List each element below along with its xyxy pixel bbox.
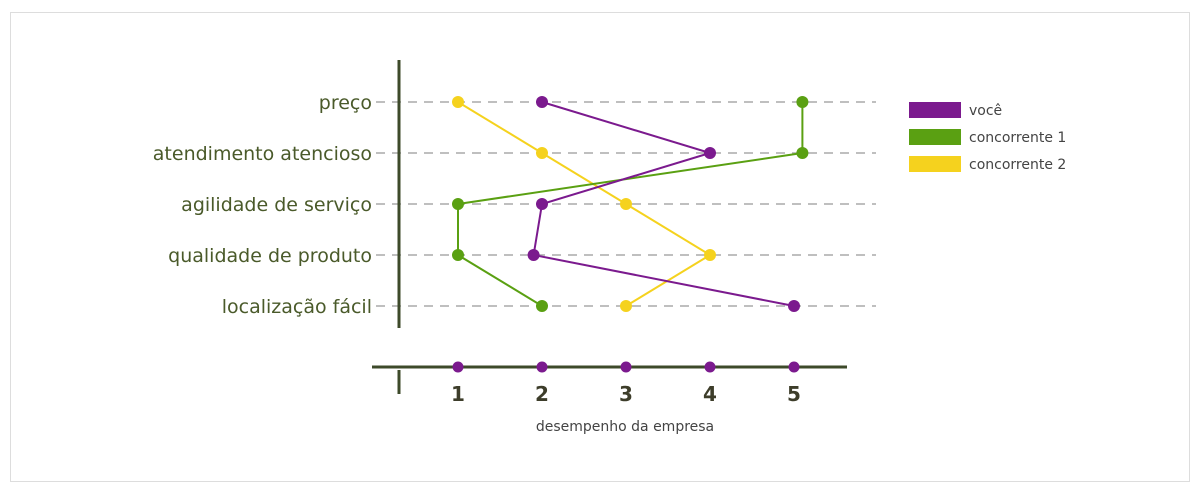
point-concorrente-2-qualidade-de-produto (704, 249, 716, 261)
point-voce-atendimento-atencioso (704, 147, 716, 159)
legend-swatch-concorrente-1 (909, 129, 961, 145)
point-voce-localizacao-facil (788, 300, 800, 312)
category-label-preco: preço (319, 92, 372, 114)
x-tick-label-4: 4 (703, 382, 717, 406)
legend-swatch-voce (909, 102, 961, 118)
axis-marker-5 (788, 361, 800, 373)
category-label-agilidade-de-servico: agilidade de serviço (181, 194, 372, 216)
point-concorrente-2-atendimento-atencioso (536, 147, 548, 159)
axes (372, 60, 847, 394)
labels: preço atendimento atencioso agilidade de s… (153, 92, 801, 435)
point-voce-agilidade-de-servico (536, 198, 548, 210)
point-voce-preco (536, 96, 548, 108)
x-axis-label: desempenho da empresa (536, 419, 714, 435)
chart-frame (10, 12, 1190, 482)
category-label-qualidade-de-produto: qualidade de produto (168, 245, 372, 267)
axis-marker-3 (620, 361, 632, 373)
point-concorrente-1-atendimento-atencioso (796, 147, 809, 159)
legend-label-concorrente-2: concorrente 2 (969, 157, 1066, 173)
point-concorrente-1-agilidade-de-servico (452, 198, 464, 210)
legend: você concorrente 1 concorrente 2 (909, 102, 1066, 173)
axis-marker-2 (536, 361, 548, 373)
legend-label-concorrente-1: concorrente 1 (969, 130, 1066, 146)
point-concorrente-1-localizacao-facil (536, 300, 548, 312)
point-concorrente-2-agilidade-de-servico (620, 198, 632, 210)
point-voce-qualidade-de-produto (527, 249, 540, 261)
point-concorrente-2-localizacao-facil (620, 300, 632, 312)
axis-marker-4 (704, 361, 716, 373)
x-tick-label-5: 5 (787, 382, 801, 406)
point-concorrente-1-preco (796, 96, 809, 108)
axis-marker-1 (452, 361, 464, 373)
legend-label-voce: você (969, 103, 1002, 119)
point-concorrente-2-preco (452, 96, 464, 108)
x-tick-label-3: 3 (619, 382, 633, 406)
point-concorrente-1-qualidade-de-produto (452, 249, 464, 261)
legend-swatch-concorrente-2 (909, 156, 961, 172)
x-tick-label-2: 2 (535, 382, 549, 406)
series (452, 96, 809, 312)
category-label-localizacao-facil: localização fácil (222, 296, 372, 318)
category-label-atendimento-atencioso: atendimento atencioso (153, 143, 372, 165)
x-tick-label-1: 1 (451, 382, 465, 406)
